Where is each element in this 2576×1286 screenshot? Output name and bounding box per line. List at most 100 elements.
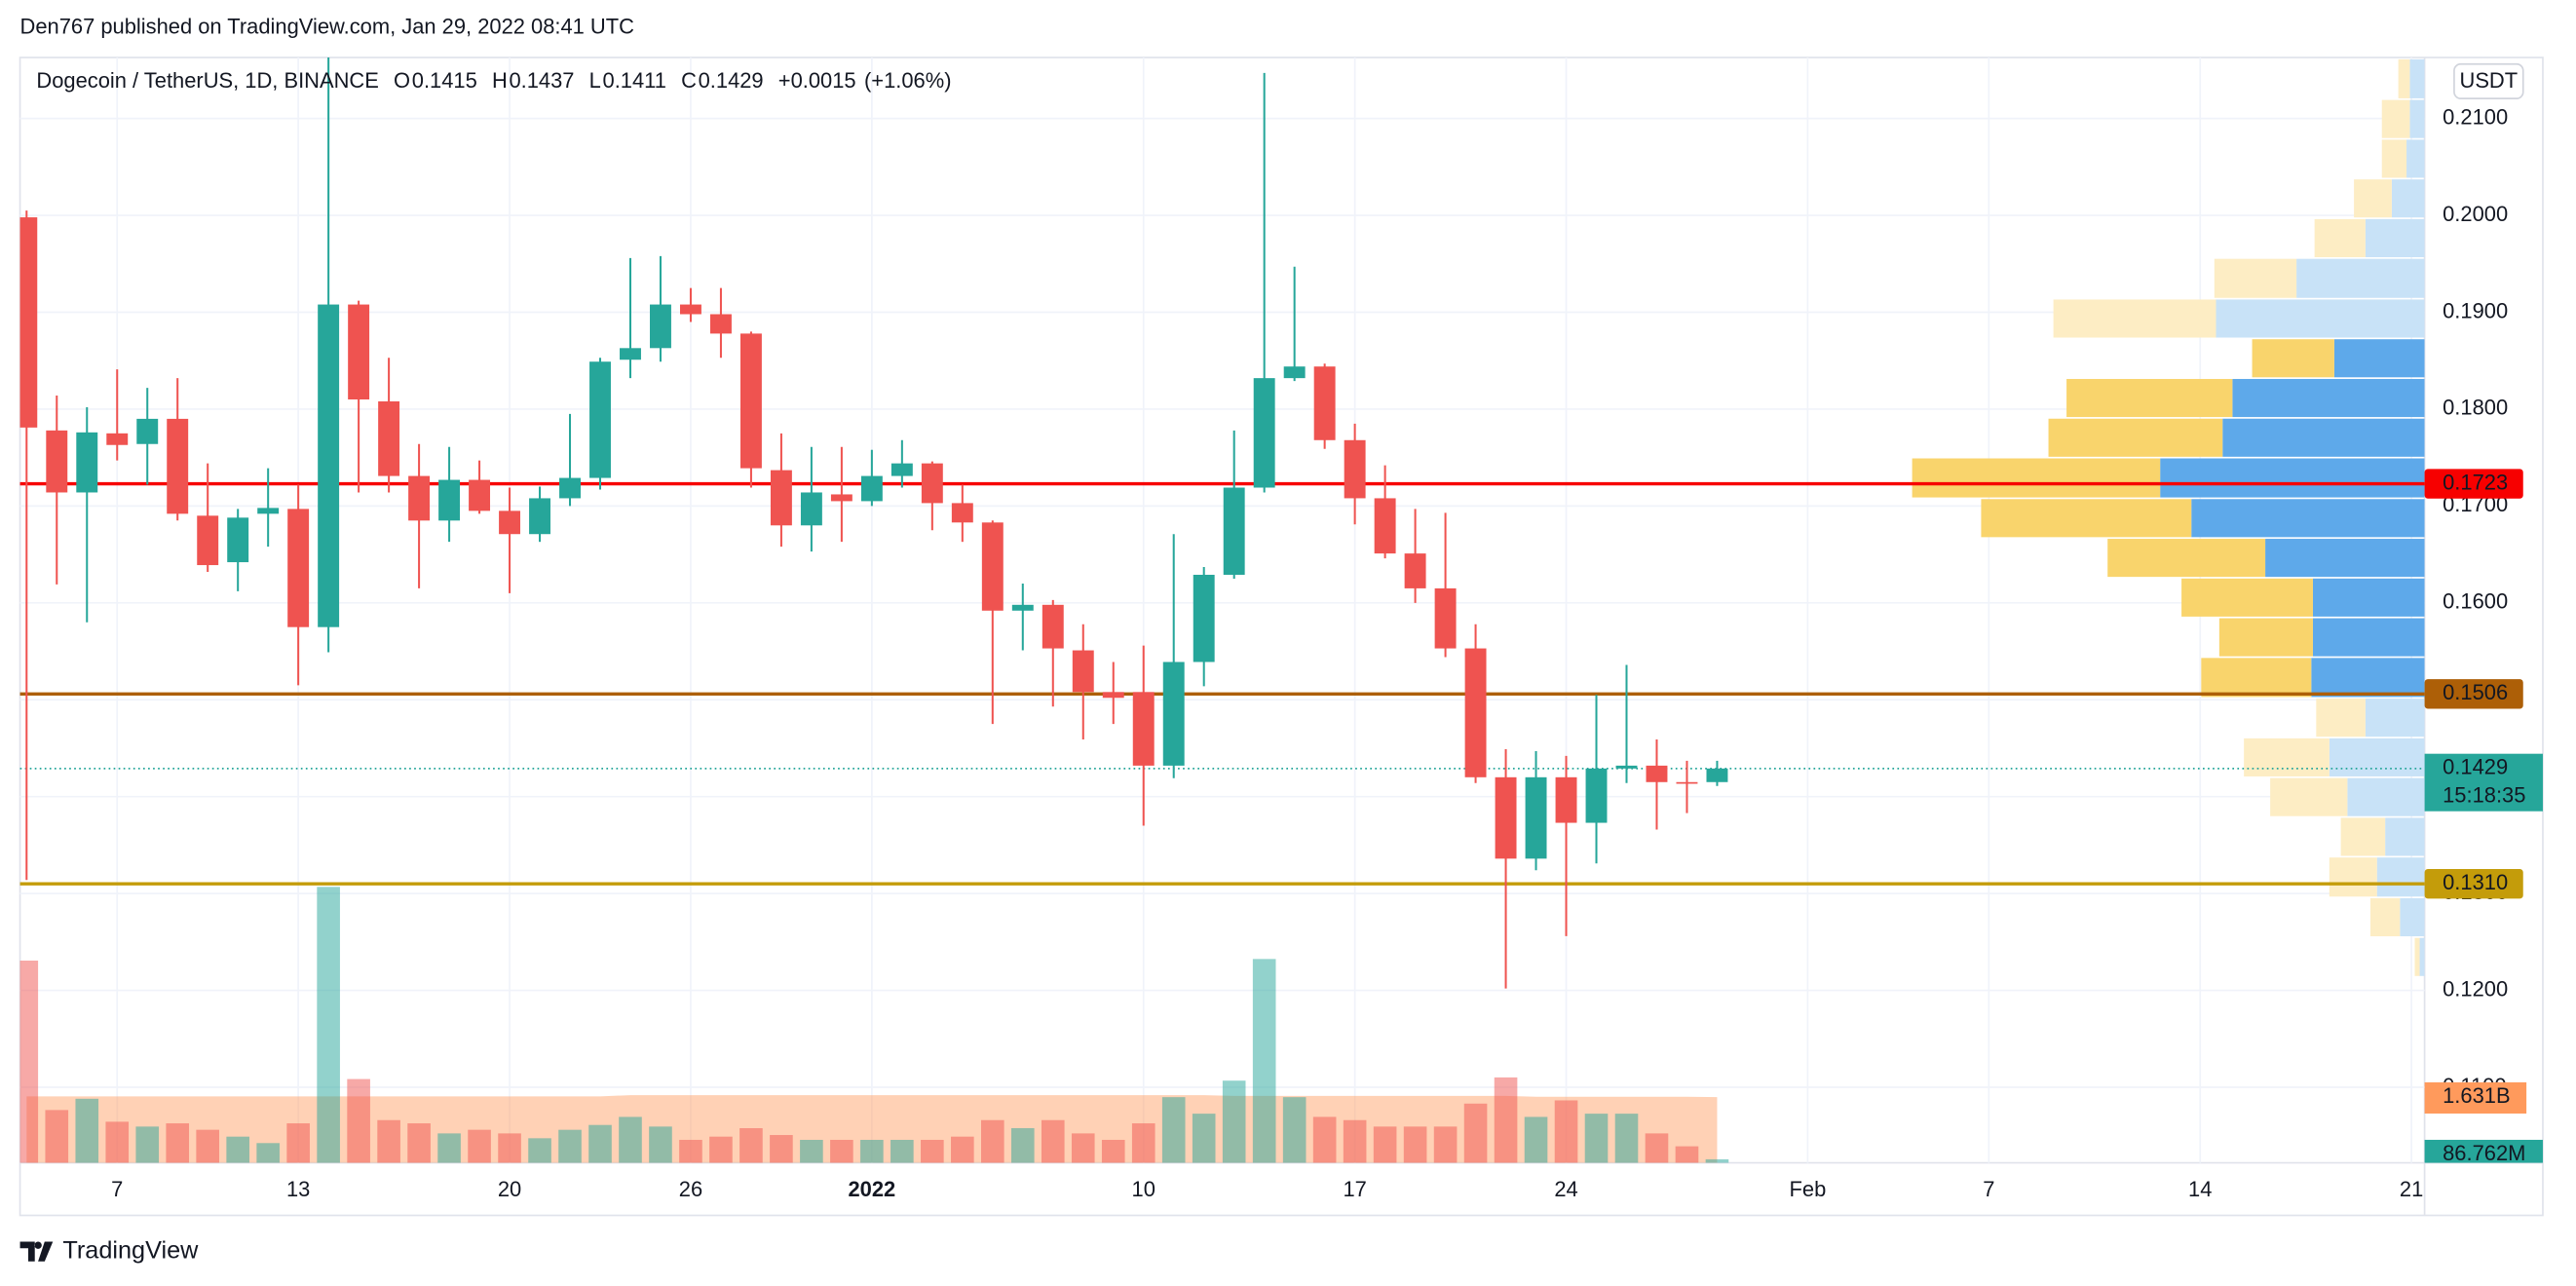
volume-bar bbox=[1705, 1158, 1729, 1163]
profile-down-bar bbox=[2369, 897, 2401, 937]
legend-key: C bbox=[681, 68, 697, 93]
candle-body bbox=[1706, 768, 1728, 782]
currency-button[interactable]: USDT bbox=[2453, 62, 2524, 99]
candle-body bbox=[981, 522, 1004, 611]
footer-logo: TradingView bbox=[19, 1236, 199, 1264]
candle-body bbox=[136, 418, 159, 444]
volume-bar bbox=[1161, 1097, 1186, 1163]
volume-bar bbox=[1645, 1133, 1669, 1163]
candle-body bbox=[529, 498, 550, 535]
profile-down-bar bbox=[1912, 458, 2161, 498]
volume-bar bbox=[619, 1116, 642, 1163]
profile-down-bar bbox=[2048, 418, 2223, 457]
candle-body bbox=[1525, 776, 1547, 859]
profile-up-bar bbox=[2385, 817, 2425, 856]
profile-down-bar bbox=[2218, 618, 2313, 657]
volume-bar bbox=[1192, 1114, 1216, 1163]
y-tick-label: 0.1900 bbox=[2443, 298, 2508, 322]
currency-box[interactable] bbox=[2453, 62, 2524, 99]
profile-up-bar bbox=[2312, 578, 2425, 617]
volume-bar bbox=[1584, 1114, 1609, 1163]
x-tick-label: 17 bbox=[1343, 1177, 1366, 1201]
volume-bar bbox=[830, 1139, 853, 1163]
x-tick-label: 13 bbox=[286, 1177, 310, 1201]
candle-body bbox=[1011, 604, 1034, 611]
profile-down-bar bbox=[1981, 499, 2192, 538]
volume-bar bbox=[860, 1139, 884, 1163]
volume-bar bbox=[437, 1133, 461, 1163]
level-price-label: 0.1506 bbox=[2443, 680, 2508, 704]
candle-body bbox=[830, 494, 852, 502]
profile-up-bar bbox=[2160, 458, 2425, 498]
candle-body bbox=[770, 470, 792, 526]
candle-body bbox=[951, 503, 973, 523]
volume-bar bbox=[558, 1129, 582, 1163]
candle-body bbox=[589, 361, 611, 478]
volume-bar bbox=[1041, 1119, 1065, 1163]
profile-down-bar bbox=[2181, 578, 2313, 617]
candle-body bbox=[287, 509, 310, 627]
candle-body bbox=[167, 418, 189, 514]
x-tick-label: 7 bbox=[111, 1177, 123, 1201]
candle-body bbox=[438, 479, 461, 521]
volume-bar bbox=[347, 1078, 370, 1163]
profile-up-bar bbox=[2312, 618, 2425, 657]
profile-up-bar bbox=[2409, 58, 2425, 98]
profile-up-bar bbox=[2232, 378, 2425, 418]
x-tick-label: 14 bbox=[2188, 1177, 2212, 1201]
profile-down-bar bbox=[2214, 258, 2297, 298]
currency-label[interactable]: USDT bbox=[2460, 68, 2519, 93]
volume-bar bbox=[19, 961, 39, 1163]
volume-bar bbox=[1494, 1077, 1518, 1163]
candle-body bbox=[1193, 574, 1215, 662]
legend-value: 0.1415 bbox=[412, 68, 477, 93]
level-price-label: 0.1310 bbox=[2443, 870, 2508, 894]
axes: 0.11000.12000.13000.14000.15000.16000.17… bbox=[111, 104, 2543, 1201]
y-tick-label: 0.1200 bbox=[2443, 976, 2508, 1001]
volume-bar bbox=[709, 1136, 733, 1163]
profile-down-bar bbox=[2270, 777, 2348, 816]
x-tick-label: 10 bbox=[1132, 1177, 1155, 1201]
candle-body bbox=[76, 432, 98, 493]
volume-bar bbox=[75, 1098, 99, 1163]
candle-body bbox=[378, 400, 400, 476]
candle-body bbox=[1042, 604, 1064, 649]
candle-body bbox=[19, 217, 38, 428]
profile-down-bar bbox=[2340, 817, 2386, 856]
volume-bar bbox=[1312, 1116, 1337, 1163]
candle-body bbox=[1102, 692, 1124, 699]
profile-down-bar bbox=[2053, 299, 2216, 338]
volume-bar bbox=[498, 1133, 521, 1163]
volume-tag bbox=[2424, 1139, 2543, 1163]
profile-down-bar bbox=[2381, 99, 2410, 138]
candle-body bbox=[1162, 662, 1185, 766]
volume-bar bbox=[1252, 959, 1276, 1163]
candle-body bbox=[1253, 378, 1275, 488]
candle-body bbox=[408, 475, 431, 521]
volume-bar bbox=[739, 1128, 763, 1163]
legend-change-pct: (+1.06%) bbox=[864, 68, 952, 93]
volume-bar bbox=[1463, 1103, 1488, 1163]
y-tick-label: 0.1600 bbox=[2443, 589, 2508, 614]
x-tick-label: 7 bbox=[1983, 1177, 1994, 1201]
volume-bar bbox=[45, 1110, 69, 1163]
volume-bar bbox=[649, 1126, 672, 1163]
profile-down-bar bbox=[2398, 58, 2410, 98]
profile-down-bar bbox=[2201, 658, 2312, 698]
publisher-caption: Den767 published on TradingView.com, Jan… bbox=[20, 14, 634, 38]
profile-up-bar bbox=[2365, 218, 2425, 257]
profile-up-bar bbox=[2329, 738, 2425, 776]
candle-body bbox=[469, 479, 491, 511]
profile-up-bar bbox=[2409, 99, 2425, 138]
profile-down-bar bbox=[2244, 738, 2330, 776]
level-price-tag bbox=[2424, 869, 2523, 899]
candle-body bbox=[1585, 768, 1608, 823]
candle-body bbox=[1313, 366, 1336, 440]
candle-body bbox=[800, 492, 822, 526]
candle-body bbox=[1464, 648, 1487, 777]
countdown-label: 15:18:35 bbox=[2443, 782, 2525, 807]
legend-value: 0.1411 bbox=[603, 68, 666, 93]
profile-up-bar bbox=[2391, 179, 2425, 218]
legend-key: H bbox=[492, 68, 508, 93]
volume-bar bbox=[1373, 1126, 1397, 1163]
